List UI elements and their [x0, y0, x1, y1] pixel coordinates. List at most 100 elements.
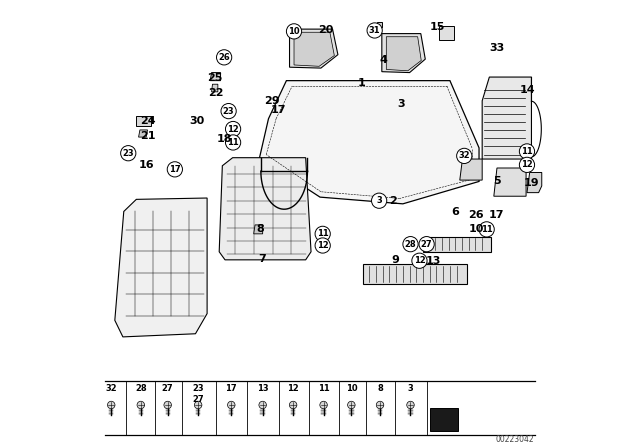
Circle shape: [479, 222, 494, 237]
Circle shape: [225, 135, 241, 150]
Circle shape: [407, 401, 414, 409]
Circle shape: [195, 401, 202, 409]
Circle shape: [228, 401, 235, 409]
Circle shape: [520, 144, 534, 159]
Text: 28: 28: [404, 240, 416, 249]
Text: 3: 3: [397, 99, 405, 109]
Circle shape: [120, 146, 136, 161]
Polygon shape: [210, 73, 221, 81]
Text: 17: 17: [225, 384, 237, 393]
FancyBboxPatch shape: [136, 116, 150, 126]
Text: 32: 32: [458, 151, 470, 160]
Text: 12: 12: [413, 256, 426, 265]
Text: 17: 17: [169, 165, 180, 174]
Circle shape: [225, 121, 241, 137]
Text: 23: 23: [122, 149, 134, 158]
Polygon shape: [482, 77, 531, 159]
Circle shape: [315, 238, 330, 253]
Text: 8: 8: [377, 384, 383, 393]
Polygon shape: [212, 84, 218, 92]
Text: 4: 4: [380, 56, 388, 65]
FancyBboxPatch shape: [430, 408, 458, 431]
Text: 10: 10: [346, 384, 357, 393]
Text: 15: 15: [429, 22, 445, 32]
Circle shape: [315, 226, 330, 241]
Text: 7: 7: [258, 254, 266, 264]
Polygon shape: [138, 130, 147, 137]
Text: 25: 25: [207, 73, 223, 83]
Circle shape: [164, 401, 172, 409]
Text: 30: 30: [189, 116, 205, 126]
Polygon shape: [253, 225, 262, 234]
Circle shape: [259, 401, 266, 409]
Text: 1: 1: [357, 78, 365, 88]
Circle shape: [320, 401, 327, 409]
Text: 5: 5: [493, 176, 501, 185]
Text: 11: 11: [227, 138, 239, 147]
Text: 3: 3: [408, 384, 413, 393]
Circle shape: [520, 157, 534, 172]
Text: 8: 8: [257, 224, 264, 234]
Text: 28: 28: [135, 384, 147, 393]
Text: 24: 24: [140, 116, 156, 126]
Polygon shape: [294, 32, 334, 66]
Circle shape: [289, 401, 297, 409]
Text: 13: 13: [257, 384, 268, 393]
Circle shape: [167, 162, 182, 177]
Text: 20: 20: [317, 26, 333, 35]
Polygon shape: [219, 158, 311, 260]
Text: 29: 29: [264, 96, 280, 106]
Circle shape: [348, 401, 355, 409]
Polygon shape: [382, 34, 425, 73]
Text: 12: 12: [317, 241, 328, 250]
Text: 12: 12: [287, 384, 299, 393]
Circle shape: [367, 23, 382, 38]
FancyBboxPatch shape: [363, 264, 467, 284]
Text: 12: 12: [521, 160, 533, 169]
Circle shape: [221, 103, 236, 119]
Text: 3: 3: [376, 196, 382, 205]
Circle shape: [456, 148, 472, 164]
Text: 23
27: 23 27: [193, 384, 204, 404]
FancyBboxPatch shape: [439, 26, 454, 40]
Circle shape: [419, 237, 435, 252]
Polygon shape: [460, 159, 482, 180]
Text: 10: 10: [288, 27, 300, 36]
Text: 27: 27: [162, 384, 173, 393]
Text: 27: 27: [421, 240, 433, 249]
FancyBboxPatch shape: [423, 237, 491, 252]
Circle shape: [376, 401, 384, 409]
Text: 22: 22: [208, 88, 224, 98]
Polygon shape: [260, 81, 479, 204]
Text: 11: 11: [317, 229, 328, 238]
Text: 17: 17: [271, 105, 286, 115]
Polygon shape: [289, 29, 338, 68]
Circle shape: [216, 50, 232, 65]
Text: 00223042: 00223042: [495, 435, 534, 444]
Text: 10: 10: [469, 224, 484, 234]
Text: 14: 14: [520, 86, 535, 95]
Polygon shape: [378, 22, 382, 31]
Text: 21: 21: [140, 131, 156, 141]
Text: 26: 26: [218, 53, 230, 62]
Text: 11: 11: [317, 384, 330, 393]
Polygon shape: [387, 37, 421, 71]
Circle shape: [403, 237, 418, 252]
Polygon shape: [494, 168, 526, 196]
Text: 12: 12: [227, 125, 239, 134]
Text: 11: 11: [481, 225, 493, 234]
Text: 13: 13: [426, 256, 442, 266]
Polygon shape: [527, 172, 541, 193]
Text: 9: 9: [391, 255, 399, 265]
Text: 19: 19: [524, 178, 540, 188]
Text: 2: 2: [390, 196, 397, 206]
Text: 18: 18: [216, 134, 232, 144]
Text: 17: 17: [488, 211, 504, 220]
Circle shape: [371, 193, 387, 208]
Text: 33: 33: [490, 43, 505, 53]
Text: 26: 26: [468, 211, 483, 220]
Text: 11: 11: [521, 147, 533, 156]
Circle shape: [108, 401, 115, 409]
Text: 16: 16: [138, 160, 154, 170]
Circle shape: [137, 401, 145, 409]
